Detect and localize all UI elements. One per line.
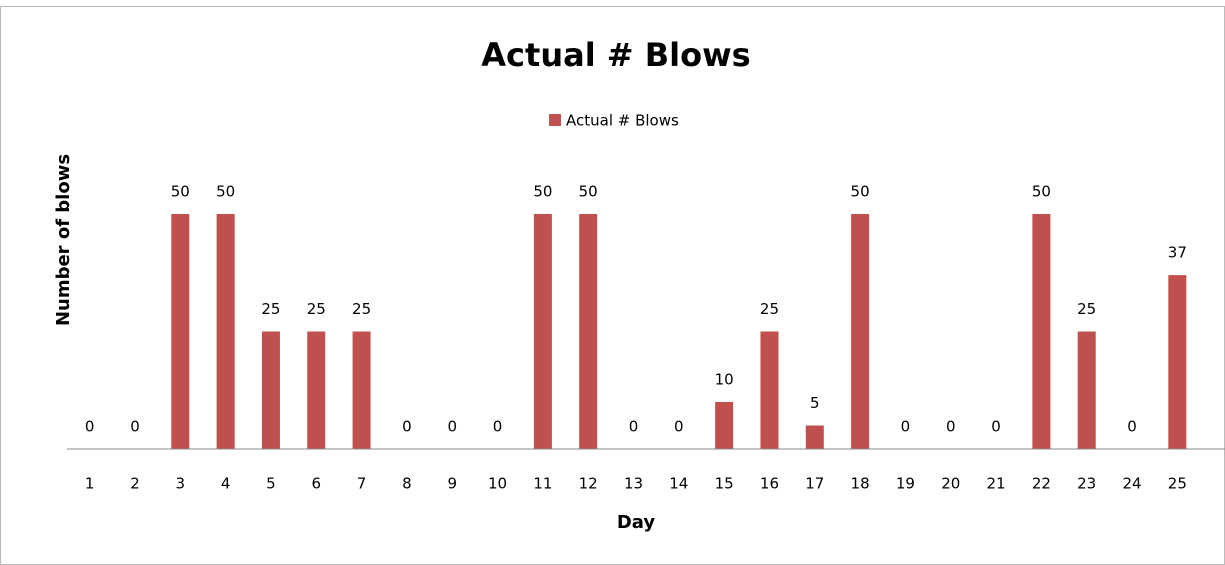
y-axis-title: Number of blows xyxy=(53,154,74,326)
x-tick-label: 14 xyxy=(669,475,688,493)
chart-border xyxy=(0,6,1225,565)
data-label: 0 xyxy=(991,418,1001,436)
data-label: 50 xyxy=(851,183,870,201)
data-label: 50 xyxy=(533,183,552,201)
x-tick-label: 15 xyxy=(715,475,734,493)
bar xyxy=(805,425,824,449)
x-tick-label: 1 xyxy=(85,475,95,493)
x-tick-label: 4 xyxy=(221,475,231,493)
bar xyxy=(1077,331,1096,449)
data-label: 0 xyxy=(447,418,457,436)
x-tick-label: 23 xyxy=(1077,475,1096,493)
data-label: 0 xyxy=(901,418,911,436)
x-tick-label: 11 xyxy=(533,475,552,493)
bar xyxy=(352,331,371,449)
bar xyxy=(715,402,734,449)
legend-label: Actual # Blows xyxy=(566,112,679,130)
bar xyxy=(171,214,190,449)
legend-swatch xyxy=(549,114,561,126)
bar xyxy=(760,331,779,449)
x-tick-label: 8 xyxy=(402,475,412,493)
x-tick-label: 18 xyxy=(851,475,870,493)
bar xyxy=(1168,275,1187,449)
data-label: 0 xyxy=(402,418,412,436)
x-tick-label: 16 xyxy=(760,475,779,493)
x-tick-label: 3 xyxy=(176,475,186,493)
x-tick-label: 6 xyxy=(311,475,321,493)
bar xyxy=(307,331,326,449)
data-label: 50 xyxy=(579,183,598,201)
x-tick-label: 19 xyxy=(896,475,915,493)
bar xyxy=(533,214,552,449)
x-tick-label: 20 xyxy=(941,475,960,493)
data-label: 50 xyxy=(1032,183,1051,201)
data-label: 25 xyxy=(307,300,326,318)
data-label: 0 xyxy=(130,418,140,436)
data-label: 0 xyxy=(946,418,956,436)
x-tick-label: 7 xyxy=(357,475,367,493)
data-label: 50 xyxy=(216,183,235,201)
data-label: 25 xyxy=(352,300,371,318)
x-tick-label: 22 xyxy=(1032,475,1051,493)
data-label: 5 xyxy=(810,394,820,412)
x-tick-label: 21 xyxy=(987,475,1006,493)
x-tick-label: 13 xyxy=(624,475,643,493)
data-label: 10 xyxy=(715,371,734,389)
data-label: 0 xyxy=(629,418,639,436)
x-tick-label: 10 xyxy=(488,475,507,493)
bar xyxy=(261,331,280,449)
data-label: 0 xyxy=(85,418,95,436)
x-tick-label: 25 xyxy=(1168,475,1187,493)
bar xyxy=(851,214,870,449)
x-tick-label: 24 xyxy=(1122,475,1141,493)
bar xyxy=(1032,214,1051,449)
x-tick-label: 2 xyxy=(130,475,140,493)
x-axis-title: Day xyxy=(617,512,656,533)
data-label: 50 xyxy=(171,183,190,201)
data-label: 25 xyxy=(261,300,280,318)
x-tick-label: 12 xyxy=(579,475,598,493)
x-tick-label: 17 xyxy=(805,475,824,493)
data-label: 37 xyxy=(1168,244,1187,262)
x-tick-label: 5 xyxy=(266,475,276,493)
bar xyxy=(579,214,598,449)
data-label: 25 xyxy=(1077,300,1096,318)
data-label: 25 xyxy=(760,300,779,318)
x-tick-label: 9 xyxy=(447,475,457,493)
data-label: 0 xyxy=(493,418,503,436)
data-label: 0 xyxy=(1127,418,1137,436)
bar xyxy=(216,214,235,449)
chart-title: Actual # Blows xyxy=(481,36,750,74)
data-label: 0 xyxy=(674,418,684,436)
